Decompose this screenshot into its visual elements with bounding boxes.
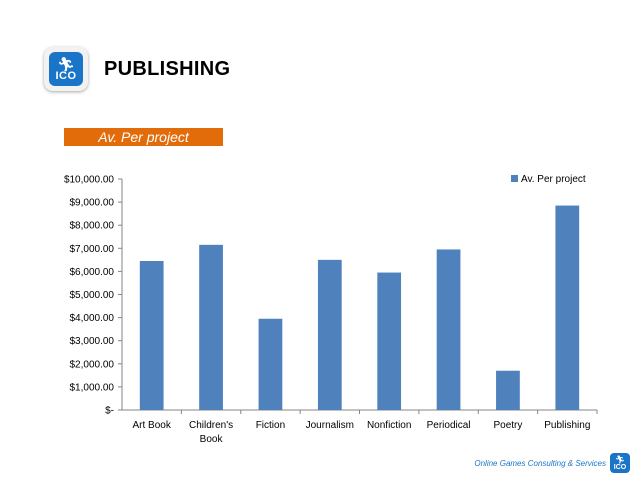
ico-logo: 🏃︎ ICO (44, 47, 88, 91)
x-tick-label: Fiction (256, 420, 285, 431)
legend-swatch (511, 175, 518, 182)
y-tick-label: $10,000.00 (64, 175, 114, 186)
bar (377, 272, 402, 410)
y-tick-label: $7,000.00 (70, 244, 115, 255)
bar (317, 259, 342, 410)
bar (555, 205, 580, 410)
header: 🏃︎ ICO PUBLISHING (44, 44, 230, 94)
running-man-icon: 🏃︎ (57, 55, 75, 72)
bar (139, 261, 164, 410)
footer-text: Online Games Consulting & Services (474, 458, 606, 468)
x-tick-label: Periodical (427, 420, 471, 431)
bar (258, 318, 283, 410)
y-tick-label: $3,000.00 (70, 336, 115, 347)
footer-logo-text: ICO (613, 463, 627, 471)
logo-text: ICO (55, 69, 77, 82)
x-tick-label: Nonfiction (367, 420, 411, 431)
x-tick-label: Book (200, 434, 224, 445)
footer: Online Games Consulting & Services 🏃︎ IC… (474, 453, 630, 473)
bar (199, 244, 223, 410)
footer-logo: 🏃︎ ICO (610, 453, 630, 473)
x-tick-label: Children's (189, 420, 233, 431)
y-tick-label: $9,000.00 (70, 198, 115, 209)
y-tick-label: $6,000.00 (70, 267, 115, 278)
bar (496, 370, 520, 410)
y-tick-label: $1,000.00 (70, 382, 115, 393)
y-tick-label: $- (105, 406, 114, 417)
y-tick-label: $8,000.00 (70, 221, 115, 232)
x-tick-label: Journalism (306, 420, 354, 431)
legend-label: Av. Per project (521, 174, 586, 185)
logo-badge: 🏃︎ ICO (49, 52, 83, 86)
y-tick-label: $5,000.00 (70, 290, 115, 301)
x-tick-label: Poetry (493, 420, 522, 431)
x-tick-label: Art Book (133, 420, 172, 431)
y-tick-label: $4,000.00 (70, 313, 115, 324)
bar (436, 249, 461, 410)
y-tick-label: $2,000.00 (70, 359, 115, 370)
running-man-icon: 🏃︎ (614, 454, 626, 464)
subtitle-banner: Av. Per project (64, 128, 223, 146)
x-tick-label: Publishing (544, 420, 590, 431)
page-title: PUBLISHING (104, 57, 231, 80)
